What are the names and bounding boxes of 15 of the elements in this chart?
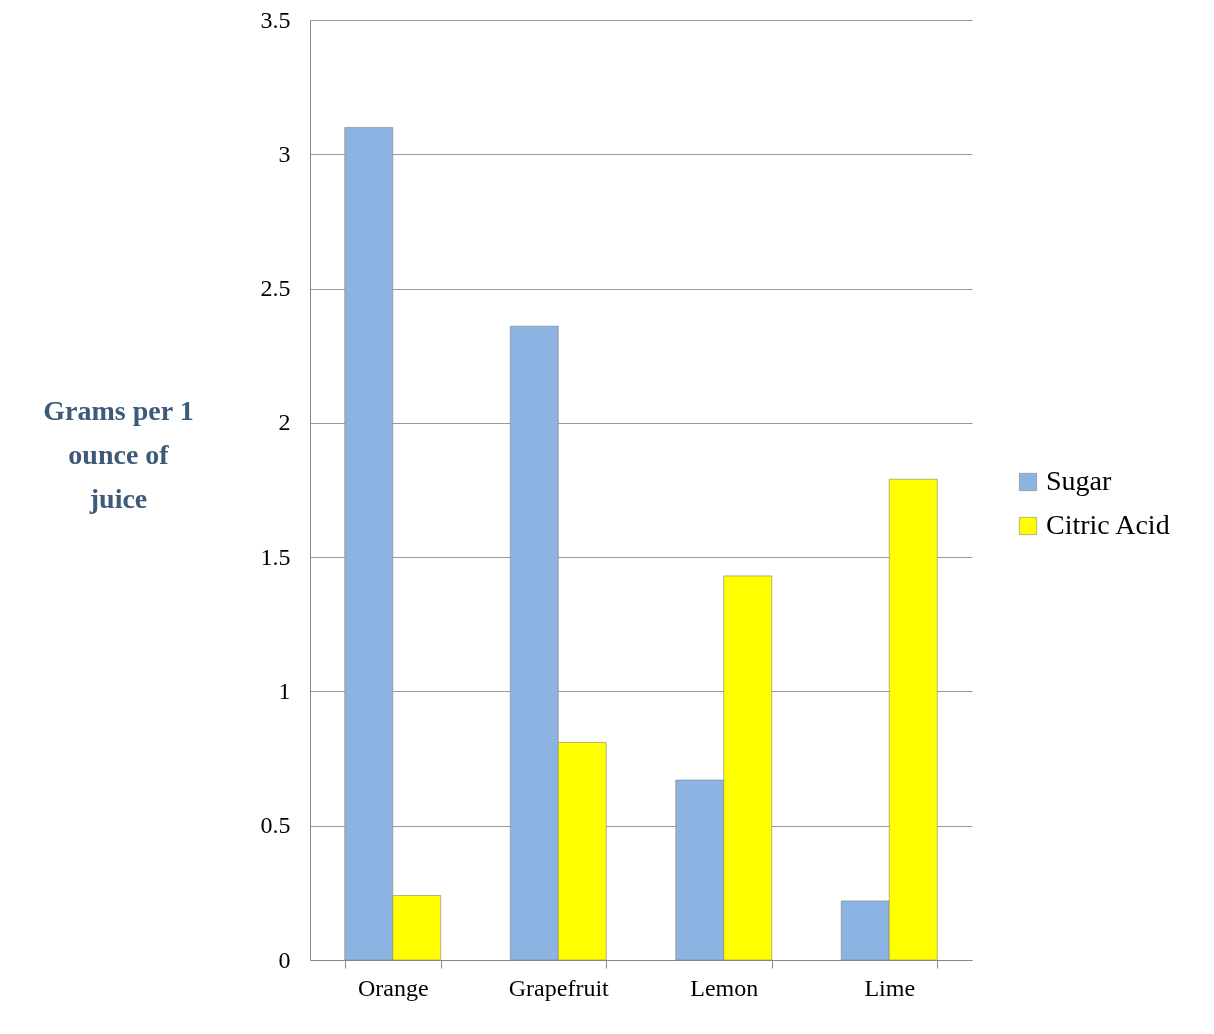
y-tick-label: 3 [278, 140, 291, 167]
y-tick-label: 1.5 [260, 543, 291, 570]
y-tick-label: 0.5 [260, 812, 291, 839]
y-tick-label: 2.5 [260, 275, 291, 302]
legend-label: Citric Acid [1046, 509, 1170, 540]
y-tick-label: 3.5 [260, 6, 291, 33]
y-axis-title: Grams per 1 ounce of juice [43, 394, 194, 514]
x-tick-label: Lemon [690, 974, 759, 1001]
y-tick-label: 1 [278, 677, 291, 704]
x-tick-label: Lime [864, 974, 916, 1001]
x-tick-label: Orange [357, 974, 429, 1001]
y-tick-label: 2 [278, 409, 291, 436]
legend-label: Sugar [1046, 465, 1112, 496]
y-tick-label: 0 [278, 946, 291, 973]
x-tick-label: Grapefruit [508, 974, 610, 1001]
